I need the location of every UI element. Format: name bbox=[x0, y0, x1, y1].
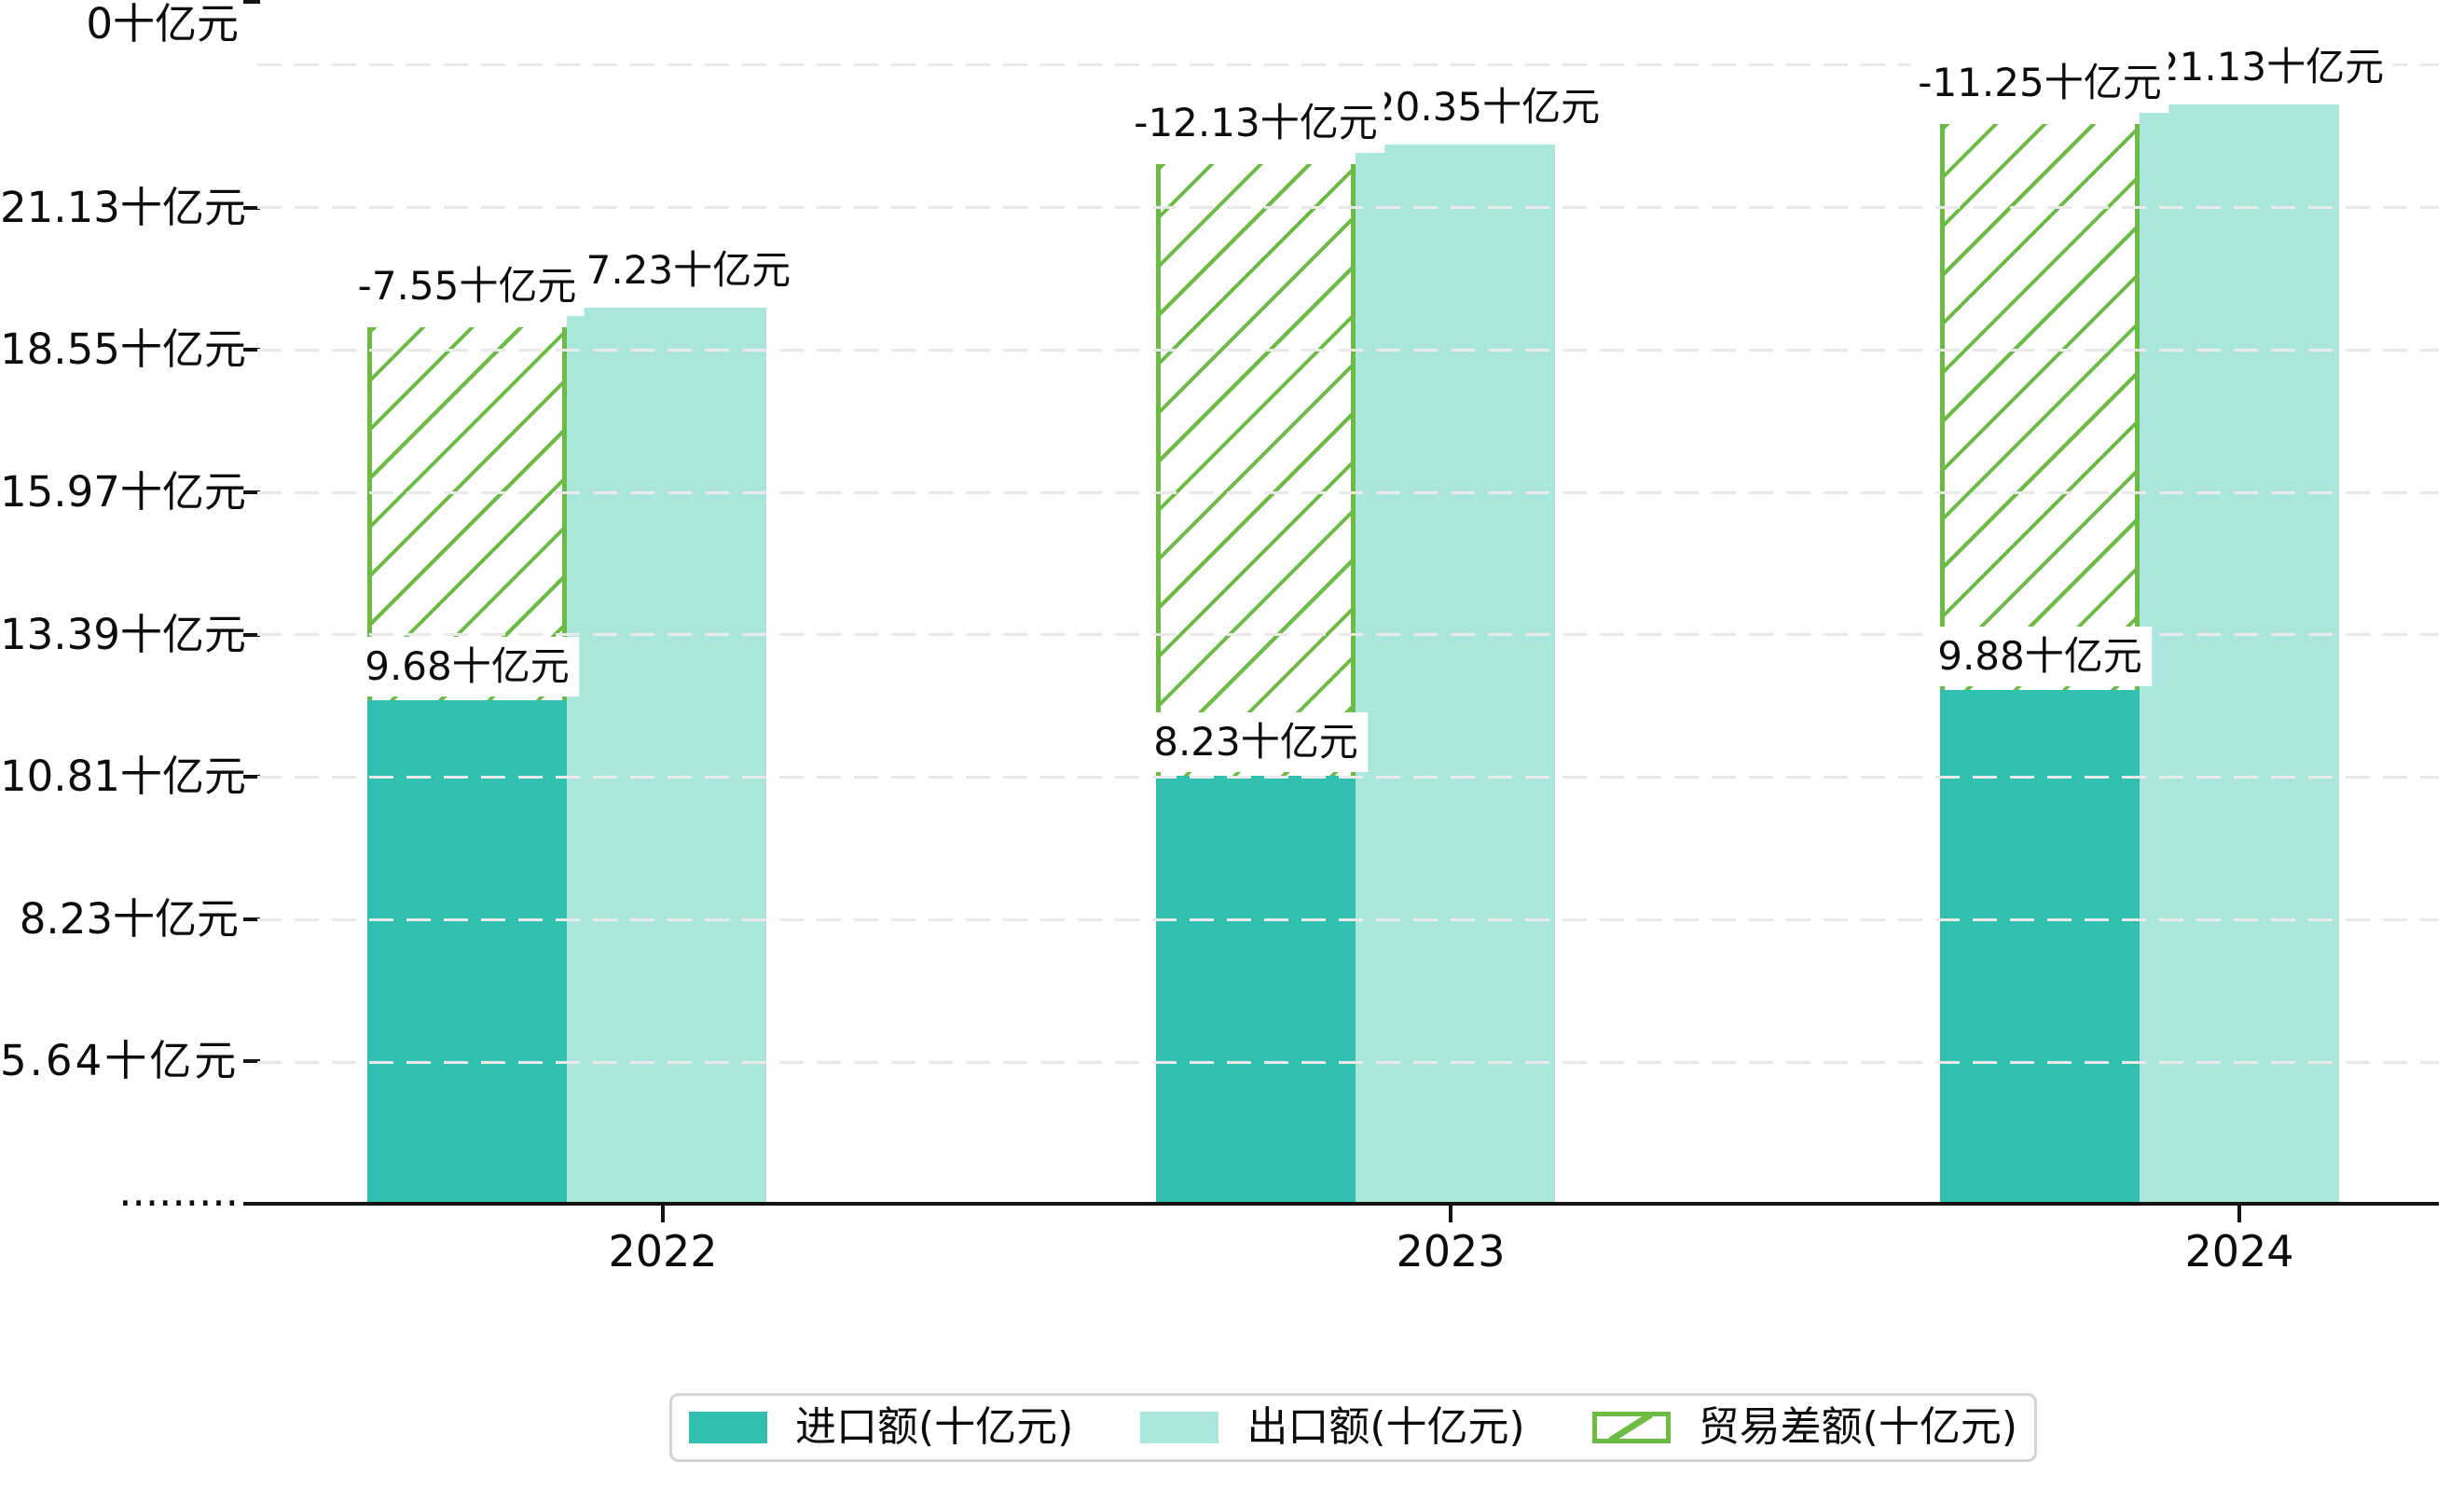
export-bar-2023 bbox=[1356, 145, 1555, 1204]
y-axis-tick-label: 0十亿元 bbox=[86, 0, 239, 48]
x-axis-label-2024: 2024 bbox=[2184, 1226, 2294, 1276]
export-value-label-2024: 21.13十亿元 bbox=[2144, 37, 2394, 97]
x-axis-label-2023: 2023 bbox=[1396, 1226, 1506, 1276]
import-bar-2023 bbox=[1156, 776, 1356, 1204]
y-axis-tick-label-dots: ········· bbox=[118, 1179, 239, 1228]
export-bar-2022 bbox=[567, 308, 766, 1204]
import-swatch-icon bbox=[689, 1412, 767, 1443]
import-bar-2024 bbox=[1940, 690, 2140, 1204]
trade-balance-bar-2024 bbox=[1940, 124, 2140, 690]
y-axis-tick-mark bbox=[243, 0, 260, 4]
export-bar-2024 bbox=[2140, 104, 2339, 1204]
export-value-label-2022: 17.23十亿元 bbox=[551, 241, 801, 300]
y-axis-tick-mark bbox=[243, 348, 260, 352]
y-axis-tick-label: 15.97十亿元 bbox=[0, 467, 246, 517]
gridline bbox=[257, 776, 2439, 779]
legend: 进口额(十亿元) 出口额(十亿元) 贸易差额(十亿元) bbox=[669, 1393, 2037, 1462]
y-axis-tick-label: 18.55十亿元 bbox=[0, 324, 246, 374]
trade-balance-value-label-2024: -11.25十亿元 bbox=[1910, 40, 2169, 113]
x-axis-tick-mark bbox=[661, 1206, 665, 1222]
trade-balance-value-label-2023: -12.13十亿元 bbox=[1126, 80, 1385, 153]
gridline bbox=[257, 349, 2439, 352]
legend-item-export: 出口额(十亿元) bbox=[1140, 1403, 1525, 1451]
export-value-label-2023: 20.35十亿元 bbox=[1360, 77, 1610, 137]
gridline bbox=[257, 918, 2439, 921]
y-axis-tick-mark bbox=[243, 917, 260, 921]
trade-balance-value-label-2022: -7.55十亿元 bbox=[350, 243, 585, 316]
y-axis-tick-mark bbox=[243, 490, 260, 494]
y-axis-tick-mark bbox=[243, 1059, 260, 1063]
import-value-label-2024: 9.88十亿元 bbox=[1928, 627, 2152, 686]
gridline bbox=[257, 633, 2439, 636]
y-axis-tick-label: 5.64十亿元 bbox=[0, 1036, 240, 1085]
legend-label-import: 进口额(十亿元) bbox=[795, 1403, 1074, 1451]
y-axis-tick-label: 8.23十亿元 bbox=[19, 894, 239, 944]
trade-balance-hatch-swatch-icon bbox=[1591, 1412, 1671, 1443]
y-axis-tick-label: 13.39十亿元 bbox=[0, 610, 246, 659]
legend-item-import: 进口额(十亿元) bbox=[689, 1404, 1073, 1451]
y-axis-tick-mark bbox=[243, 1202, 260, 1206]
trade-balance-bar-2023 bbox=[1156, 164, 1356, 776]
legend-label-trade-balance: 贸易差额(十亿元) bbox=[1698, 1403, 2017, 1451]
x-axis-line bbox=[257, 1202, 2439, 1206]
gridline bbox=[257, 491, 2439, 494]
plot-area: 17.23十亿元 -7.55十亿元 9.68十亿元 20.35十亿元 -12.1… bbox=[257, 37, 2439, 1206]
legend-label-export: 出口额(十亿元) bbox=[1246, 1403, 1525, 1451]
y-axis-tick-label: 21.13十亿元 bbox=[0, 183, 246, 232]
x-axis-tick-mark bbox=[1449, 1206, 1452, 1222]
gridline bbox=[257, 206, 2439, 209]
export-swatch-icon bbox=[1140, 1412, 1219, 1443]
gridline bbox=[257, 1061, 2439, 1064]
y-axis-tick-mark bbox=[243, 775, 260, 779]
gridline bbox=[257, 63, 2439, 66]
y-axis-tick-mark bbox=[243, 206, 260, 210]
import-bar-2022 bbox=[367, 700, 567, 1204]
import-value-label-2023: 8.23十亿元 bbox=[1144, 712, 1368, 772]
import-value-label-2022: 9.68十亿元 bbox=[355, 637, 579, 697]
x-axis-label-2022: 2022 bbox=[608, 1226, 718, 1276]
legend-item-trade-balance: 贸易差额(十亿元) bbox=[1591, 1403, 2017, 1451]
y-axis-tick-mark bbox=[243, 633, 260, 637]
y-axis-tick-label: 10.81十亿元 bbox=[0, 752, 246, 801]
x-axis-tick-mark bbox=[2237, 1206, 2241, 1222]
